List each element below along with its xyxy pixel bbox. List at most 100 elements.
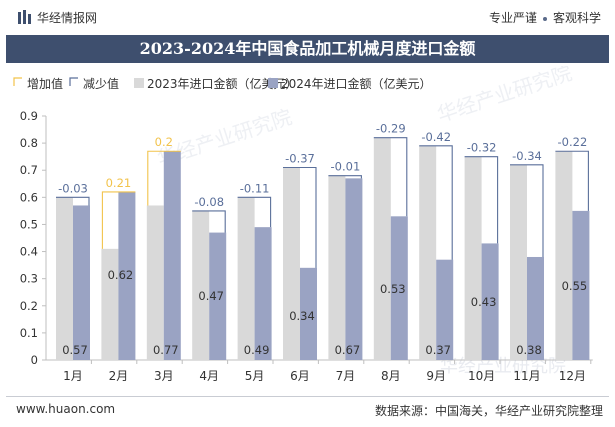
logo-text: 华经情报网 (37, 11, 98, 25)
bar-2023 (419, 145, 437, 360)
tagline-right: 客观科学 (552, 11, 601, 25)
change-bracket (237, 196, 272, 228)
y-tick-label: 0.1 (20, 326, 38, 340)
change-label: -0.03 (58, 181, 88, 195)
y-tick-label: 0.7 (20, 163, 38, 177)
value-label-2024: 0.55 (562, 279, 588, 293)
bar-2023 (283, 167, 300, 360)
bar-2023 (510, 164, 527, 360)
bar-2024 (527, 256, 544, 360)
value-label-2024: 0.53 (380, 282, 406, 296)
bar-2024 (163, 151, 181, 360)
bar-2023 (101, 248, 119, 360)
x-tick-label: 5月 (245, 369, 265, 383)
value-label-2024: 0.38 (516, 343, 542, 357)
legend-label-3: 2023年进口金额（亿美元） (147, 76, 298, 91)
x-tick-label: 9月 (426, 369, 446, 383)
top-bar: 华经情报网 专业严谨 客观科学 (0, 0, 615, 34)
bar-2023 (464, 156, 482, 360)
bar-2024 (345, 178, 363, 360)
bar-2023 (56, 197, 73, 360)
bar-2024 (481, 243, 499, 360)
change-label: -0.37 (285, 152, 315, 166)
bar-2024 (209, 232, 227, 360)
value-label-2024: 0.67 (335, 343, 361, 357)
value-label-2024: 0.34 (289, 309, 315, 323)
bar-2024 (118, 191, 136, 360)
y-tick-label: 0.3 (20, 272, 38, 286)
change-label: -0.01 (331, 160, 361, 174)
chart-title: 2023-2024年中国食品加工机械月度进口金额 (6, 35, 609, 63)
y-tick-label: 0.9 (20, 109, 38, 123)
x-tick-label: 8月 (381, 369, 401, 383)
bar-2024 (572, 210, 590, 360)
change-label: -0.32 (467, 141, 497, 155)
y-tick-label: 0.5 (20, 217, 38, 231)
y-tick-label: 0.8 (20, 136, 38, 150)
change-bracket (56, 196, 90, 206)
change-label: -0.34 (512, 149, 542, 163)
x-tick-label: 12月 (559, 369, 586, 383)
x-tick-label: 4月 (199, 369, 219, 383)
legend-swatch-1 (13, 77, 22, 86)
legend-label-4: 2024年进口金额（亿美元） (281, 76, 432, 91)
value-label-2024: 0.57 (62, 343, 88, 357)
bar-2023 (555, 151, 573, 360)
change-bracket (283, 166, 317, 268)
change-label: -0.42 (421, 130, 451, 144)
tagline-left: 专业严谨 (488, 11, 537, 25)
bar-2024 (390, 216, 408, 360)
x-tick-label: 6月 (290, 369, 310, 383)
legend-label-2: 减少值 (83, 76, 119, 91)
y-tick-label: 0.6 (20, 190, 38, 204)
x-tick-label: 10月 (468, 369, 495, 383)
x-tick-label: 2月 (109, 369, 129, 383)
value-label-2024: 0.37 (425, 343, 451, 357)
dot-separator (542, 16, 547, 21)
watermark-text: 华经产业研究院 (434, 66, 575, 127)
legend-swatch-4 (268, 78, 278, 88)
bar-2024 (73, 205, 90, 360)
change-bracket (373, 137, 408, 217)
y-tick-label: 0.2 (20, 299, 38, 313)
x-tick-label: 7月 (336, 369, 356, 383)
change-label: 0.2 (155, 135, 173, 149)
x-tick-label: 3月 (154, 369, 174, 383)
bar-2023 (373, 137, 391, 360)
watermark-text: 华经产业研究院 (440, 356, 566, 377)
y-tick-label: 0 (31, 353, 38, 367)
value-label-2024: 0.43 (471, 295, 497, 309)
legend-label-1: 增加值 (27, 76, 63, 91)
bar-2024 (300, 267, 317, 360)
change-bracket (419, 145, 453, 260)
logo-icon (18, 10, 31, 24)
bar-2023 (237, 197, 255, 360)
change-label: -0.08 (194, 195, 224, 209)
x-tick-label: 11月 (513, 369, 540, 383)
bar-2023 (192, 210, 210, 360)
change-bracket (147, 150, 181, 206)
x-tick-label: 1月 (63, 369, 83, 383)
value-label-2024: 0.47 (198, 289, 224, 303)
bar-2024 (436, 259, 454, 360)
footer-divider (6, 396, 609, 397)
footer-source: 数据来源：中国海关，华经产业研究院整理 (374, 404, 603, 418)
change-bracket (328, 175, 362, 179)
change-label: -0.29 (376, 122, 406, 136)
change-bracket (464, 156, 499, 244)
change-label: -0.22 (558, 135, 588, 149)
value-label-2024: 0.77 (153, 343, 179, 357)
change-bracket (510, 164, 544, 257)
footer-website[interactable]: www.huaon.com (16, 402, 116, 416)
value-label-2024: 0.49 (244, 343, 270, 357)
change-bracket (101, 191, 136, 249)
bar-2024 (254, 227, 272, 360)
y-tick-label: 0.4 (20, 245, 38, 259)
legend-swatch-3 (134, 78, 144, 88)
bar-2023 (328, 175, 346, 360)
change-bracket (192, 210, 226, 233)
tagline: 专业严谨 客观科学 (489, 9, 601, 26)
change-label: -0.11 (240, 181, 270, 195)
change-label: 0.21 (106, 176, 132, 190)
